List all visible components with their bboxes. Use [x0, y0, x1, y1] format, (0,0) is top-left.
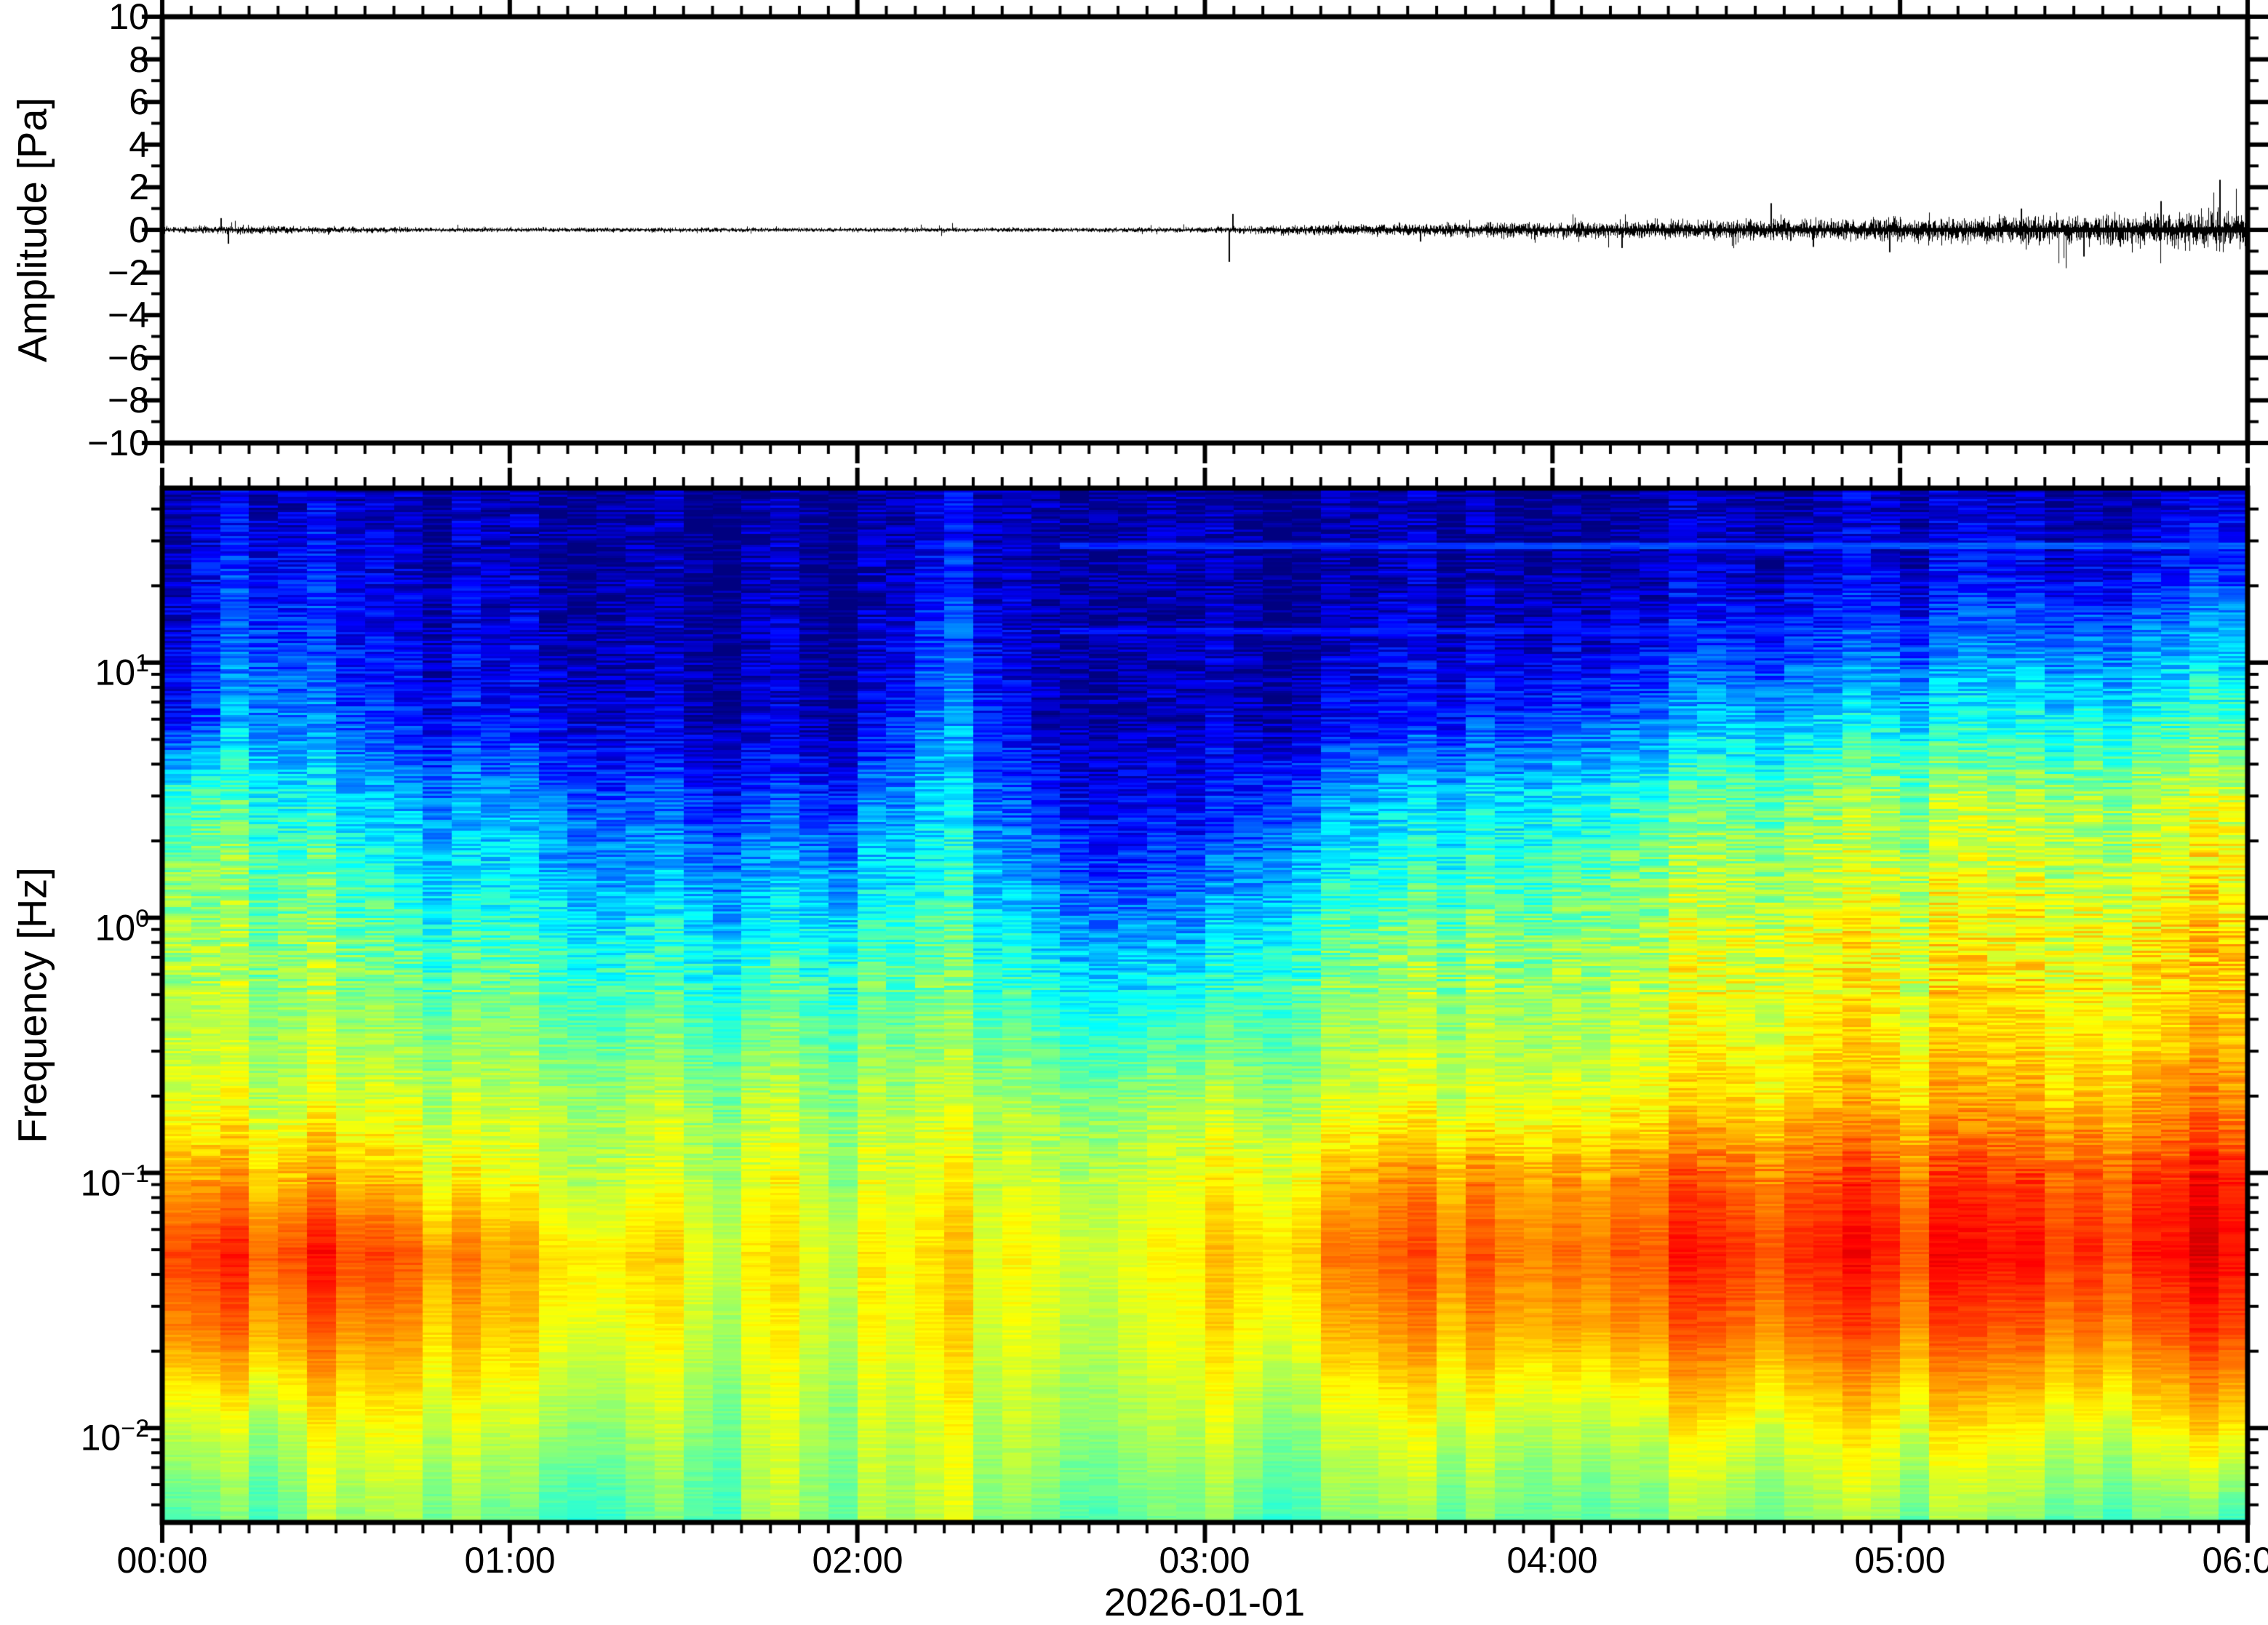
amp-ytick-neg8: −8	[107, 380, 149, 420]
xtick-0500: 05:00	[1854, 1540, 1946, 1581]
freq-ytick-1e-1: 10−1	[0, 1153, 149, 1205]
xtick-0300: 03:00	[1159, 1540, 1250, 1581]
amp-ytick-neg10: −10	[87, 423, 149, 463]
amp-ytick-4: 4	[129, 124, 149, 165]
xtick-0200: 02:00	[812, 1540, 903, 1581]
freq-ytick-exp: 0	[135, 905, 149, 933]
amp-ytick-neg2: −2	[107, 252, 149, 293]
amp-ytick-10: 10	[108, 0, 149, 37]
amp-ytick-neg4: −4	[107, 295, 149, 335]
freq-ytick-1e1: 101	[0, 642, 149, 694]
freq-ytick-exp: −1	[121, 1160, 149, 1188]
freq-ytick-base: 10	[80, 1417, 121, 1458]
freq-ytick-1e-2: 10−2	[0, 1408, 149, 1459]
freq-ytick-1e0: 100	[0, 898, 149, 949]
xtick-0400: 04:00	[1506, 1540, 1598, 1581]
amplitude-axis-label: Amplitude [Pa]	[9, 97, 55, 363]
xtick-0000: 00:00	[116, 1540, 208, 1581]
freq-ytick-exp: −2	[121, 1415, 149, 1442]
amp-ytick-8: 8	[129, 39, 149, 80]
freq-ytick-base: 10	[95, 907, 136, 949]
xtick-0600: 06:00	[2202, 1540, 2268, 1581]
amp-ytick-neg6: −6	[107, 338, 149, 378]
freq-ytick-base: 10	[95, 652, 136, 693]
date-label: 2026-01-01	[1103, 1581, 1306, 1624]
freq-ytick-exp: 1	[135, 650, 149, 677]
freq-ytick-base: 10	[80, 1162, 121, 1204]
xtick-0100: 01:00	[464, 1540, 556, 1581]
frequency-axis-label: Frequency [Hz]	[9, 867, 55, 1143]
amp-ytick-2: 2	[129, 167, 149, 207]
amp-ytick-0: 0	[129, 209, 149, 250]
amp-ytick-6: 6	[129, 81, 149, 122]
